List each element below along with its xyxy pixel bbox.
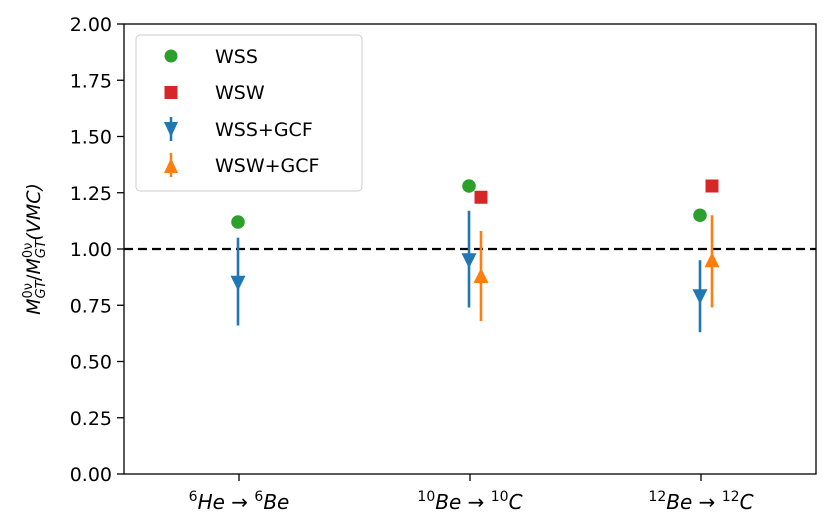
y-tick-label: 0.75: [70, 295, 112, 317]
y-tick-label: 0.25: [70, 408, 112, 430]
point-wss: [693, 208, 707, 223]
data-marks: [230, 179, 720, 333]
legend-entry-wsw: WSW: [164, 82, 265, 104]
point-wsw: [474, 190, 488, 204]
ylabel-den-sup: 0ν: [21, 243, 36, 259]
x-tick-label: 10Be → 10C: [417, 489, 522, 514]
y-tick-label: 1.75: [70, 70, 112, 92]
ylabel-den-base: M: [23, 258, 45, 274]
legend-marker-wsw-gcf: [164, 158, 178, 173]
point-wss-gcf: [692, 289, 708, 305]
legend-entry-wss-gcf: WSS+GCF: [164, 117, 313, 141]
legend: WSS WSW WSS+GCF WSW+GCF: [135, 34, 363, 192]
x-axis: 6He → 6Be 10Be → 10C 12Be → 12C: [189, 474, 754, 514]
ylabel-suffix: (VMC): [23, 183, 45, 240]
legend-entry-wsw-gcf: WSW+GCF: [164, 153, 319, 177]
y-axis-title: MGT0ν/MGT0ν(VMC): [21, 183, 49, 315]
ylabel-den-sub: GT: [34, 239, 49, 258]
y-tick-label: 1.50: [70, 127, 112, 149]
point-wss: [462, 179, 476, 193]
x-tick-label: 12Be → 12C: [648, 489, 753, 514]
ylabel-num-base: M: [23, 299, 45, 315]
legend-label-wss-gcf: WSS+GCF: [215, 119, 313, 141]
ylabel-num-sup: 0ν: [21, 283, 36, 299]
point-wss: [231, 215, 245, 229]
legend-marker-wss-gcf: [164, 122, 178, 137]
y-tick-label: 0.50: [70, 352, 112, 374]
legend-marker-wss: [164, 49, 178, 63]
legend-box: [135, 34, 363, 192]
y-tick-label: 1.25: [70, 183, 112, 205]
point-wss-gcf: [461, 253, 477, 269]
legend-marker-wsw: [164, 86, 178, 99]
x-tick-label: 6He → 6Be: [189, 489, 290, 514]
point-wsw-gcf: [473, 268, 489, 283]
ylabel-slash: /: [23, 274, 45, 281]
y-tick-label: 1.00: [70, 239, 112, 261]
y-tick-label: 2.00: [70, 14, 112, 36]
point-wsw: [705, 179, 719, 193]
legend-label-wsw-gcf: WSW+GCF: [215, 155, 319, 177]
legend-label-wss: WSS: [215, 46, 258, 68]
y-axis: 0.00 0.25 0.50 0.75 1.00 1.25 1.50 1.75 2.00: [70, 14, 124, 486]
y-tick-label: 0.00: [70, 464, 112, 486]
legend-entry-wss: WSS: [164, 46, 258, 68]
legend-label-wsw: WSW: [215, 82, 265, 104]
ylabel-num-sub: GT: [34, 279, 49, 298]
point-wss-gcf: [230, 275, 246, 291]
point-wsw-gcf: [704, 252, 720, 268]
